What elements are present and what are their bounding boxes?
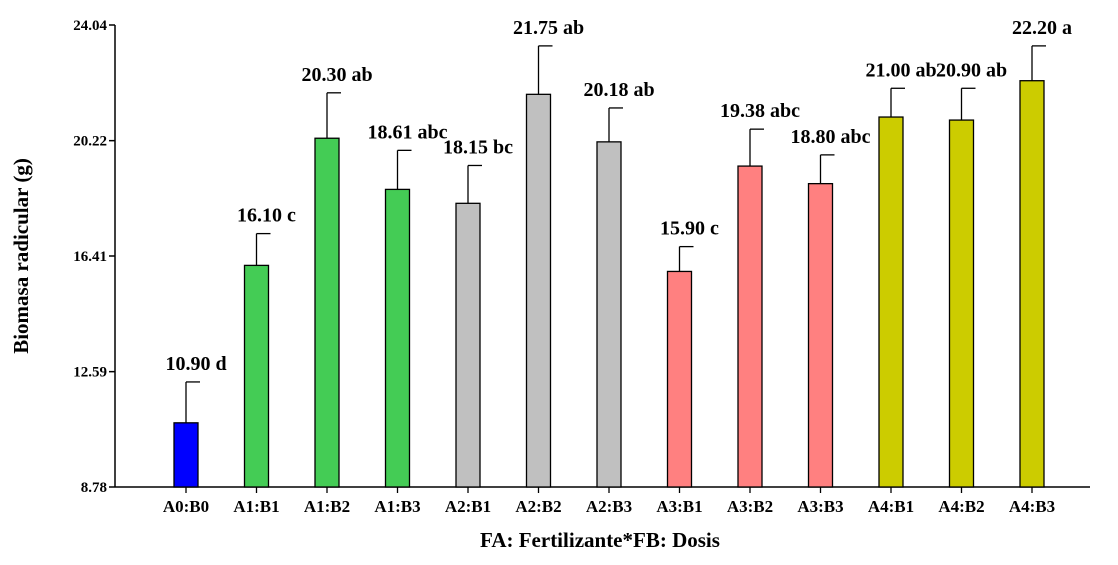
bar	[455, 202, 481, 488]
data-label: 18.80 abc	[791, 126, 871, 148]
x-tick-label: A4:B2	[938, 497, 984, 516]
bar	[807, 182, 834, 488]
data-label: 21.75 ab	[513, 17, 584, 39]
x-tick-label: A0:B0	[163, 497, 209, 516]
data-label: 18.15 bc	[443, 136, 513, 158]
bar	[173, 422, 199, 488]
x-tick-label: A4:B3	[1009, 497, 1055, 516]
data-label: 22.20 a	[1012, 17, 1072, 39]
x-tick-label: A3:B1	[656, 497, 702, 516]
bar	[243, 264, 270, 488]
data-label: 20.90 ab	[936, 59, 1007, 81]
x-tick-label: A3:B2	[727, 497, 773, 516]
data-label: 15.90 c	[660, 218, 719, 240]
x-ticks: A0:B0 A1:B1 A1:B2 A1:B3 A2:B1 A2:B2 A2:B3 A3:B1…	[163, 487, 1055, 516]
x-tick-label: A1:B1	[233, 497, 279, 516]
x-tick-label: A2:B1	[445, 497, 491, 516]
x-tick-label: A2:B3	[586, 497, 632, 516]
x-tick-label: A1:B2	[304, 497, 350, 516]
x-tick-label: A2:B2	[515, 497, 561, 516]
bar	[314, 137, 340, 488]
bar	[666, 270, 693, 488]
y-tick-label: 16.41	[73, 249, 107, 265]
y-tick-label: 24.04	[73, 18, 107, 34]
x-tick-label: A4:B1	[868, 497, 914, 516]
y-tick-label: 12.59	[73, 365, 107, 381]
bar	[737, 165, 763, 488]
y-ticks: 8.78 12.59 16.41 20.22 24.04	[73, 18, 115, 496]
bar	[878, 116, 904, 488]
x-tick-label: A3:B3	[797, 497, 843, 516]
data-label: 20.30 ab	[301, 64, 372, 86]
y-tick-label: 8.78	[81, 480, 107, 496]
data-label: 21.00 ab	[865, 59, 936, 81]
data-label: 20.18 ab	[583, 79, 654, 101]
data-label: 19.38 abc	[720, 100, 800, 122]
bar	[525, 93, 552, 488]
bar	[1019, 80, 1045, 488]
x-tick-label: A1:B3	[374, 497, 420, 516]
bar	[948, 119, 975, 488]
y-tick-label: 20.22	[73, 134, 107, 150]
bar	[384, 188, 411, 488]
data-label: 16.10 c	[237, 205, 296, 227]
data-label: 18.61 abc	[368, 121, 448, 143]
bar	[596, 141, 622, 488]
x-axis-title: FA: Fertilizante*FB: Dosis	[480, 528, 720, 552]
y-axis-title: Biomasa radicular (g)	[9, 158, 33, 354]
data-label: 10.90 d	[165, 353, 226, 375]
